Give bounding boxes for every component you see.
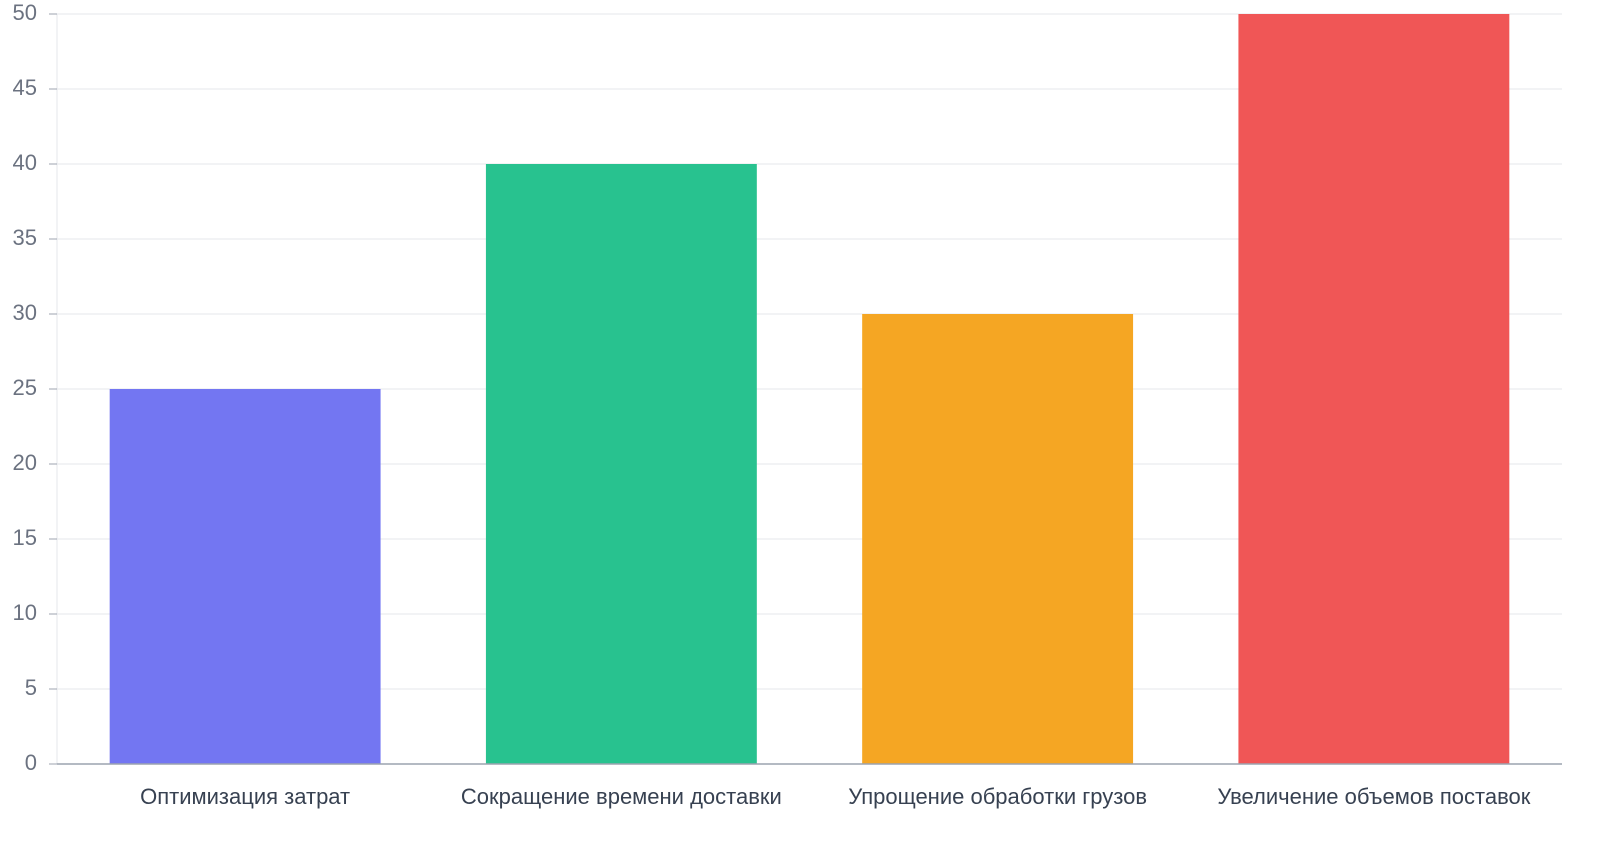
x-tick-label: Упрощение обработки грузов [848, 784, 1147, 809]
y-tick-label: 10 [13, 600, 37, 625]
y-tick-label: 35 [13, 225, 37, 250]
y-tick-label: 25 [13, 375, 37, 400]
y-tick-label: 45 [13, 75, 37, 100]
y-tick-label: 15 [13, 525, 37, 550]
y-tick-label: 0 [25, 750, 37, 775]
bar [485, 164, 757, 764]
x-tick-label: Сокращение времени доставки [461, 784, 782, 809]
bar [109, 389, 381, 764]
y-tick-label: 40 [13, 150, 37, 175]
y-tick-label: 30 [13, 300, 37, 325]
y-tick-label: 50 [13, 0, 37, 25]
x-tick-label: Увеличение объемов поставок [1217, 784, 1530, 809]
y-tick-label: 5 [25, 675, 37, 700]
bar [862, 314, 1134, 764]
x-tick-label: Оптимизация затрат [140, 784, 350, 809]
y-tick-label: 20 [13, 450, 37, 475]
bar [1238, 14, 1510, 764]
